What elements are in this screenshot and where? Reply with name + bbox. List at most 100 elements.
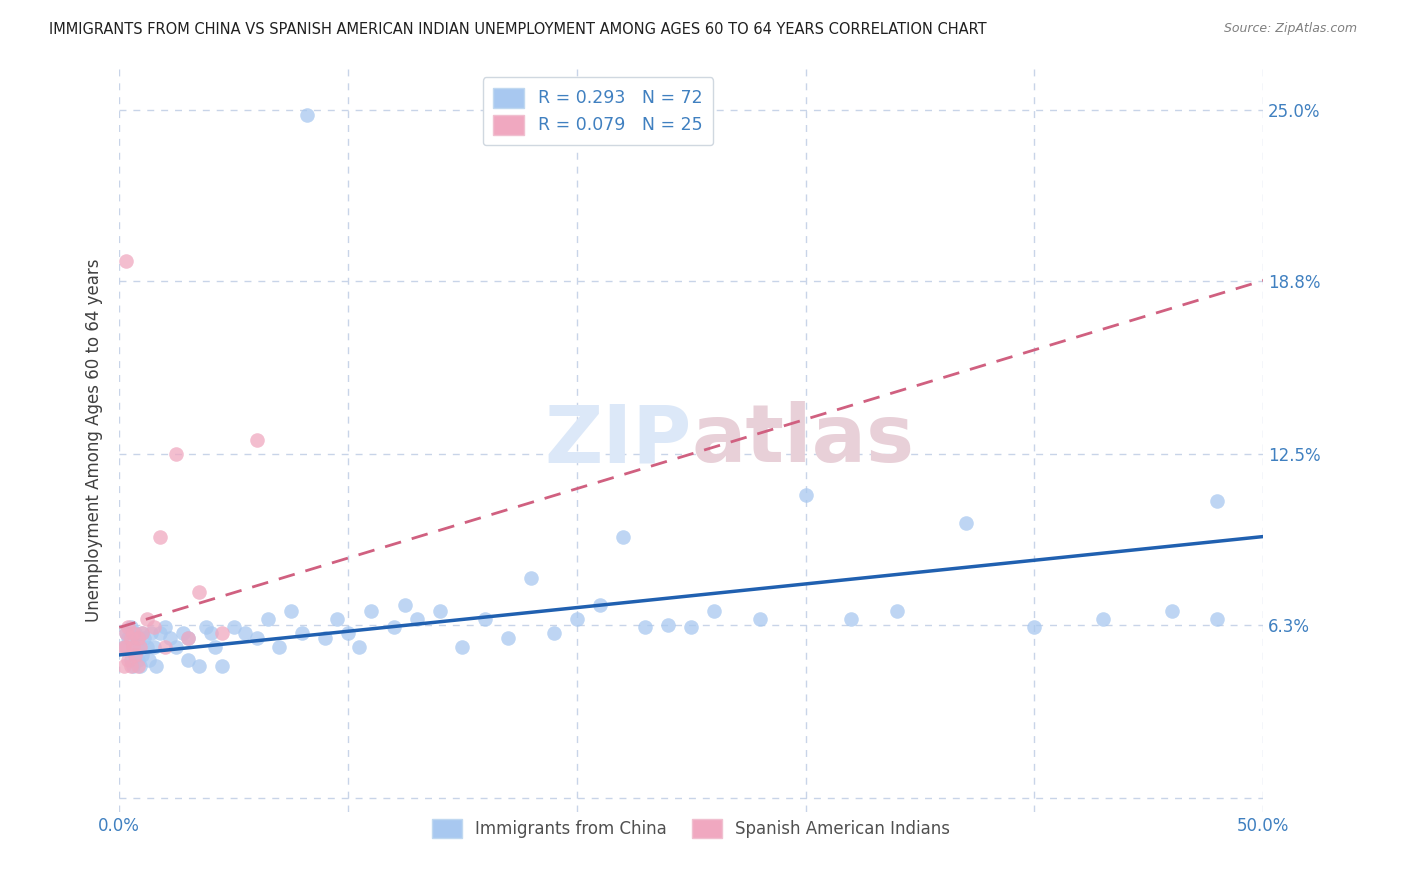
Point	[295, 108, 318, 122]
Point	[120, 659, 142, 673]
Point	[337, 626, 360, 640]
Text: IMMIGRANTS FROM CHINA VS SPANISH AMERICAN INDIAN UNEMPLOYMENT AMONG AGES 60 TO 6: IMMIGRANTS FROM CHINA VS SPANISH AMERICA…	[49, 22, 987, 37]
Point	[131, 626, 153, 640]
Point	[429, 604, 451, 618]
Point	[141, 626, 163, 640]
Text: ZIP: ZIP	[544, 401, 692, 479]
Point	[451, 640, 474, 654]
Point	[149, 530, 172, 544]
Point	[112, 659, 135, 673]
Text: atlas: atlas	[692, 401, 914, 479]
Point	[135, 640, 157, 654]
Point	[200, 626, 222, 640]
Point	[291, 626, 314, 640]
Point	[122, 640, 145, 654]
Point	[195, 620, 218, 634]
Point	[124, 626, 146, 640]
Point	[382, 620, 405, 634]
Point	[794, 488, 817, 502]
Point	[134, 632, 156, 646]
Point	[159, 632, 181, 646]
Point	[127, 653, 149, 667]
Point	[703, 604, 725, 618]
Point	[211, 626, 233, 640]
Point	[128, 659, 150, 673]
Y-axis label: Unemployment Among Ages 60 to 64 years: Unemployment Among Ages 60 to 64 years	[86, 259, 103, 622]
Point	[172, 626, 194, 640]
Point	[120, 632, 142, 646]
Point	[269, 640, 291, 654]
Point	[166, 640, 188, 654]
Point	[634, 620, 657, 634]
Point	[124, 648, 146, 662]
Point	[122, 659, 145, 673]
Point	[128, 640, 150, 654]
Point	[120, 653, 142, 667]
Point	[122, 626, 145, 640]
Point	[349, 640, 371, 654]
Point	[211, 659, 233, 673]
Point	[496, 632, 519, 646]
Point	[117, 632, 139, 646]
Point	[120, 620, 142, 634]
Point	[115, 626, 138, 640]
Point	[841, 612, 863, 626]
Point	[681, 620, 703, 634]
Point	[115, 254, 138, 268]
Point	[589, 599, 612, 613]
Point	[955, 516, 977, 530]
Point	[612, 530, 634, 544]
Point	[886, 604, 908, 618]
Point	[360, 604, 382, 618]
Point	[245, 632, 267, 646]
Point	[131, 648, 153, 662]
Point	[177, 632, 200, 646]
Point	[117, 620, 139, 634]
Point	[314, 632, 336, 646]
Point	[1206, 493, 1229, 508]
Point	[142, 620, 165, 634]
Point	[204, 640, 226, 654]
Point	[325, 612, 347, 626]
Legend: Immigrants from China, Spanish American Indians: Immigrants from China, Spanish American …	[426, 812, 957, 845]
Point	[405, 612, 427, 626]
Point	[128, 640, 150, 654]
Point	[188, 584, 211, 599]
Point	[117, 653, 139, 667]
Point	[153, 620, 176, 634]
Point	[222, 620, 245, 634]
Point	[233, 626, 256, 640]
Point	[166, 447, 188, 461]
Point	[145, 659, 167, 673]
Text: Source: ZipAtlas.com: Source: ZipAtlas.com	[1223, 22, 1357, 36]
Point	[1092, 612, 1115, 626]
Point	[1206, 612, 1229, 626]
Point	[565, 612, 588, 626]
Point	[394, 599, 416, 613]
Point	[543, 626, 565, 640]
Point	[1160, 604, 1182, 618]
Point	[520, 571, 543, 585]
Point	[177, 653, 200, 667]
Point	[131, 626, 153, 640]
Point	[153, 640, 176, 654]
Point	[127, 632, 149, 646]
Point	[112, 640, 135, 654]
Point	[122, 640, 145, 654]
Point	[245, 433, 267, 447]
Point	[177, 632, 200, 646]
Point	[127, 659, 149, 673]
Point	[138, 653, 160, 667]
Point	[280, 604, 302, 618]
Point	[149, 626, 172, 640]
Point	[124, 648, 146, 662]
Point	[474, 612, 496, 626]
Point	[115, 626, 138, 640]
Point	[142, 640, 165, 654]
Point	[127, 632, 149, 646]
Point	[1024, 620, 1046, 634]
Point	[112, 640, 135, 654]
Point	[257, 612, 280, 626]
Point	[188, 659, 211, 673]
Point	[115, 640, 138, 654]
